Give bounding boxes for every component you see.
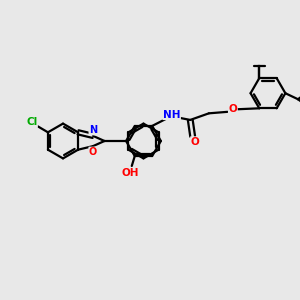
Text: O: O bbox=[89, 147, 97, 157]
Text: N: N bbox=[89, 125, 97, 135]
Text: OH: OH bbox=[122, 168, 139, 178]
Text: O: O bbox=[191, 137, 200, 147]
Text: O: O bbox=[229, 104, 237, 114]
Text: Cl: Cl bbox=[26, 117, 38, 128]
Text: NH: NH bbox=[163, 110, 180, 119]
